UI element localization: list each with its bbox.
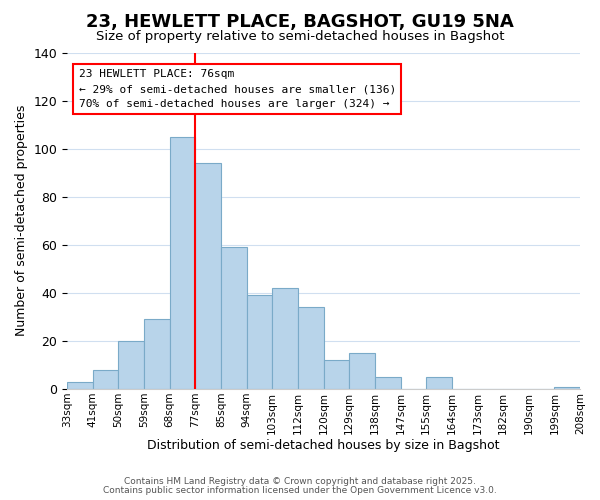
Bar xyxy=(196,163,221,389)
Bar xyxy=(118,341,144,389)
Text: Size of property relative to semi-detached houses in Bagshot: Size of property relative to semi-detach… xyxy=(96,30,504,43)
Bar xyxy=(67,382,93,389)
Bar xyxy=(375,377,401,389)
Bar xyxy=(554,386,580,389)
Bar xyxy=(349,353,375,389)
Bar xyxy=(93,370,118,389)
Bar xyxy=(170,136,196,389)
Y-axis label: Number of semi-detached properties: Number of semi-detached properties xyxy=(15,105,28,336)
Text: 23, HEWLETT PLACE, BAGSHOT, GU19 5NA: 23, HEWLETT PLACE, BAGSHOT, GU19 5NA xyxy=(86,12,514,30)
X-axis label: Distribution of semi-detached houses by size in Bagshot: Distribution of semi-detached houses by … xyxy=(148,440,500,452)
Bar xyxy=(298,308,323,389)
Bar xyxy=(144,320,170,389)
Bar xyxy=(426,377,452,389)
Bar xyxy=(221,247,247,389)
Bar xyxy=(272,288,298,389)
Text: 23 HEWLETT PLACE: 76sqm
← 29% of semi-detached houses are smaller (136)
70% of s: 23 HEWLETT PLACE: 76sqm ← 29% of semi-de… xyxy=(79,70,396,109)
Bar xyxy=(247,296,272,389)
Bar xyxy=(323,360,349,389)
Text: Contains HM Land Registry data © Crown copyright and database right 2025.: Contains HM Land Registry data © Crown c… xyxy=(124,478,476,486)
Text: Contains public sector information licensed under the Open Government Licence v3: Contains public sector information licen… xyxy=(103,486,497,495)
